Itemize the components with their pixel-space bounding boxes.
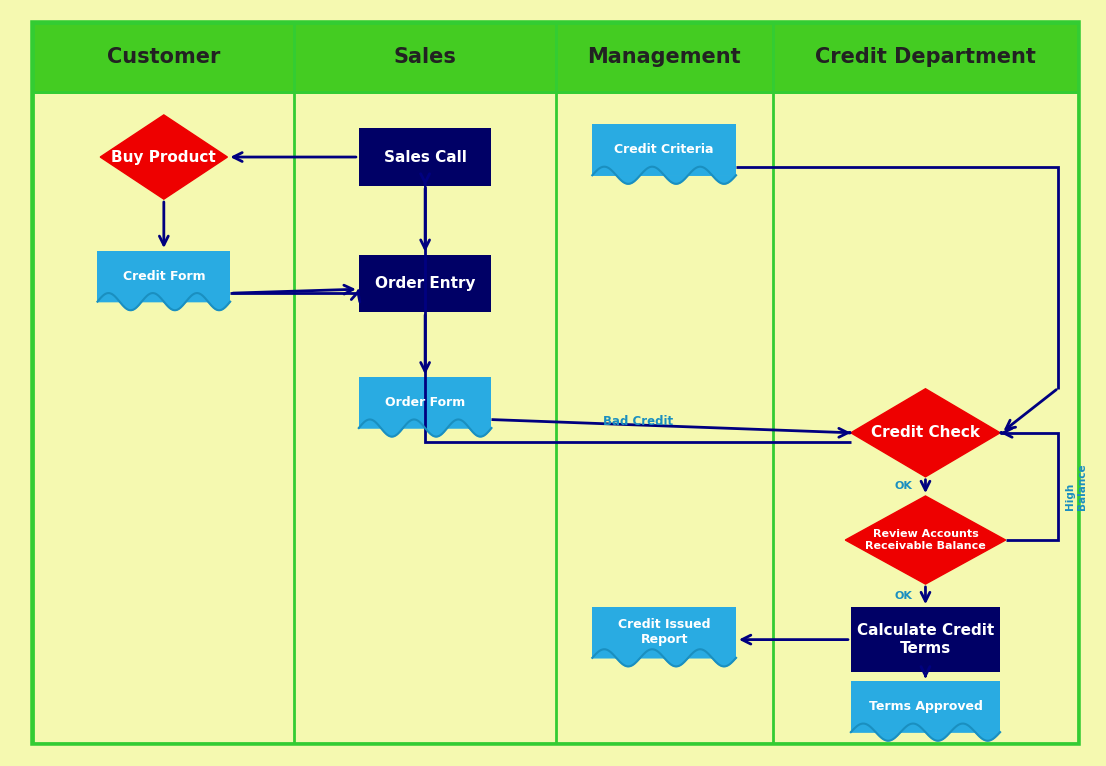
Text: Credit Department: Credit Department [815, 47, 1036, 67]
FancyBboxPatch shape [555, 23, 773, 92]
FancyBboxPatch shape [593, 124, 737, 175]
Text: OK: OK [895, 481, 912, 492]
Text: Credit Issued
Report: Credit Issued Report [618, 618, 710, 647]
PathPatch shape [593, 650, 737, 666]
Polygon shape [845, 496, 1005, 584]
Text: Bad Credit: Bad Credit [603, 415, 674, 427]
Polygon shape [851, 389, 1000, 476]
Text: OK: OK [895, 591, 912, 601]
FancyBboxPatch shape [358, 255, 491, 313]
PathPatch shape [851, 724, 1000, 741]
FancyBboxPatch shape [294, 23, 555, 92]
PathPatch shape [97, 293, 230, 310]
Text: Credit Check: Credit Check [870, 425, 980, 440]
PathPatch shape [593, 167, 737, 184]
FancyBboxPatch shape [33, 23, 294, 92]
FancyBboxPatch shape [33, 92, 1078, 743]
Text: Terms Approved: Terms Approved [868, 700, 982, 713]
FancyBboxPatch shape [358, 377, 491, 428]
Text: Sales Call: Sales Call [384, 149, 467, 165]
FancyBboxPatch shape [851, 682, 1000, 732]
FancyBboxPatch shape [358, 129, 491, 185]
FancyBboxPatch shape [851, 607, 1000, 673]
Polygon shape [101, 115, 228, 199]
Text: Review Accounts
Receivable Balance: Review Accounts Receivable Balance [865, 529, 985, 551]
Text: Management: Management [587, 47, 741, 67]
FancyBboxPatch shape [773, 23, 1078, 92]
PathPatch shape [358, 420, 491, 437]
Text: Credit Form: Credit Form [123, 270, 205, 283]
FancyBboxPatch shape [97, 251, 230, 302]
Text: Buy Product: Buy Product [112, 149, 216, 165]
Text: Credit Criteria: Credit Criteria [615, 143, 714, 156]
FancyBboxPatch shape [593, 607, 737, 658]
Text: Sales: Sales [394, 47, 457, 67]
Text: Customer: Customer [107, 47, 220, 67]
FancyBboxPatch shape [33, 23, 1078, 743]
Text: Order Form: Order Form [385, 396, 466, 409]
Text: Order Entry: Order Entry [375, 276, 476, 291]
Text: Calculate Credit
Terms: Calculate Credit Terms [857, 624, 994, 656]
Text: High
Balance: High Balance [1065, 463, 1087, 509]
